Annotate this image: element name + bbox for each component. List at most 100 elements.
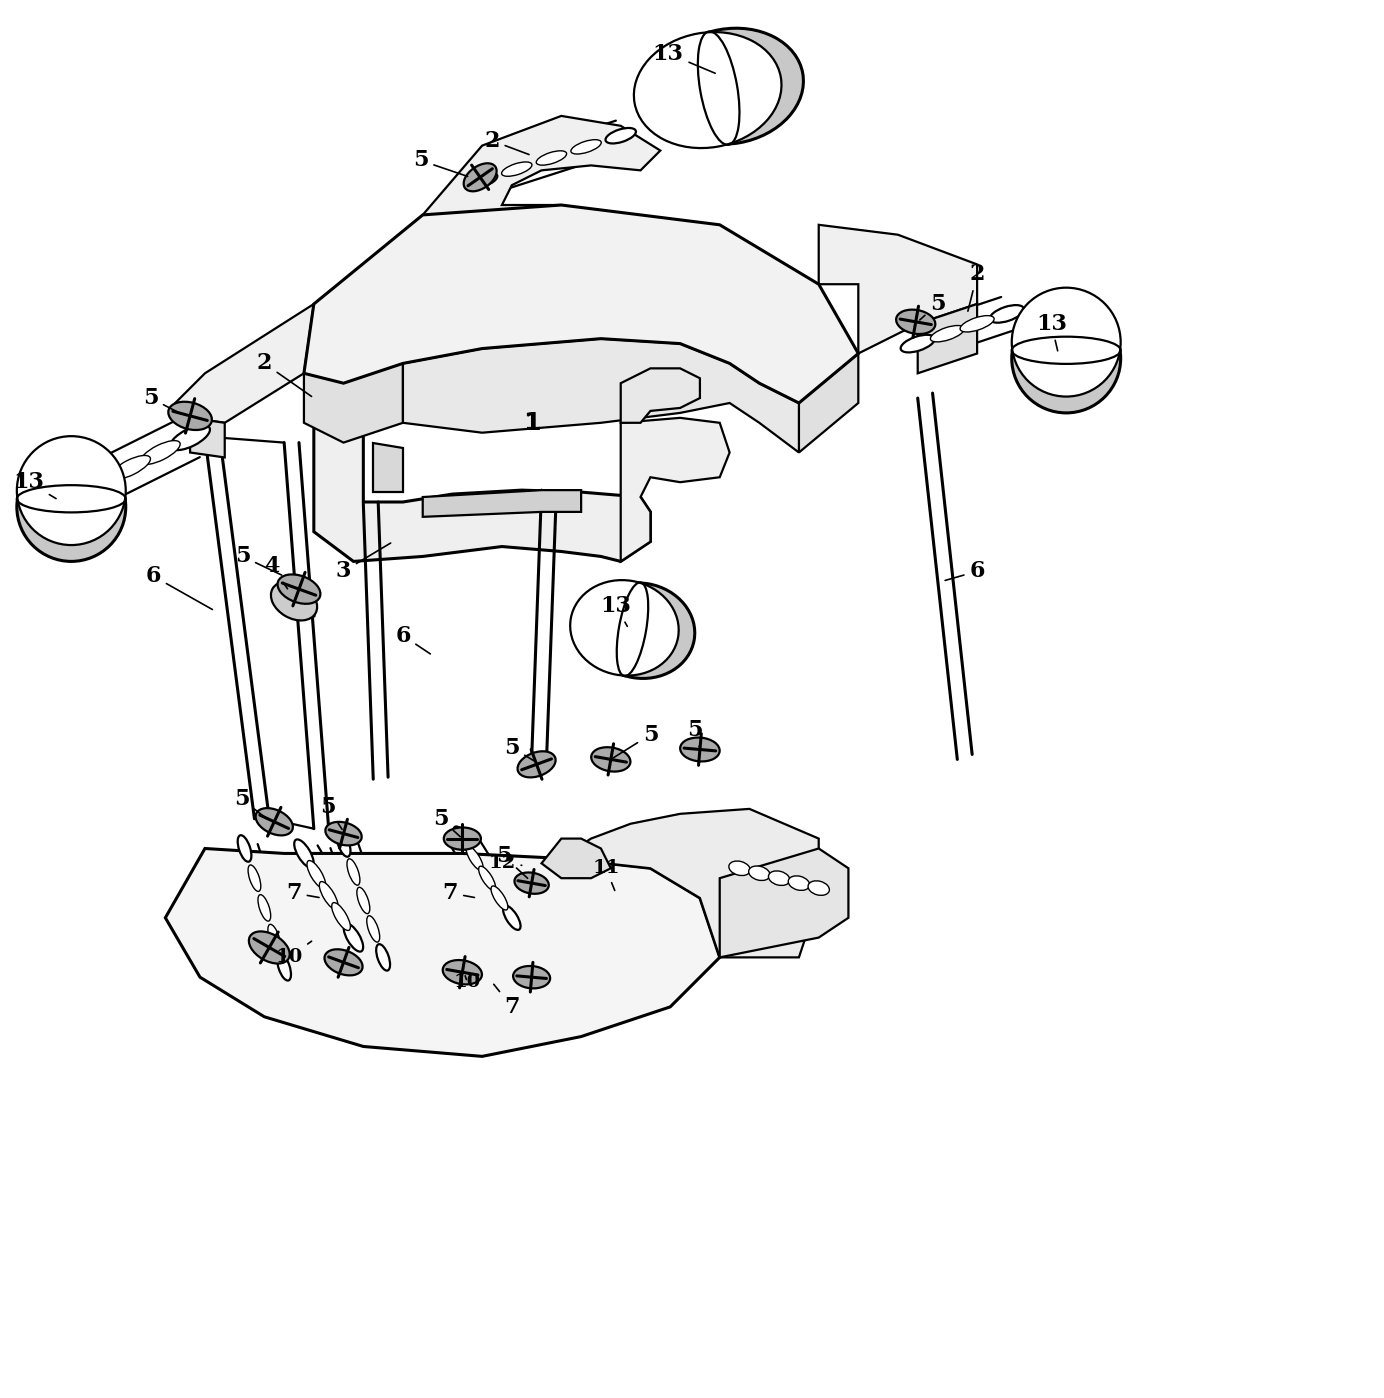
Text: 5: 5 (143, 387, 181, 414)
Text: 5: 5 (688, 719, 703, 747)
Ellipse shape (570, 140, 601, 154)
Ellipse shape (324, 949, 363, 976)
Text: 2: 2 (256, 352, 311, 397)
Ellipse shape (238, 835, 252, 861)
Polygon shape (304, 363, 403, 443)
Ellipse shape (256, 808, 293, 836)
Text: 5: 5 (235, 545, 281, 575)
Text: 5: 5 (495, 846, 527, 878)
Ellipse shape (295, 839, 314, 868)
Ellipse shape (454, 826, 471, 851)
Ellipse shape (325, 822, 361, 846)
Text: 3: 3 (336, 542, 390, 583)
Ellipse shape (587, 583, 695, 678)
Polygon shape (819, 225, 977, 354)
Ellipse shape (444, 828, 480, 850)
Ellipse shape (680, 738, 720, 762)
Text: 5: 5 (920, 294, 945, 320)
Polygon shape (314, 422, 650, 562)
Polygon shape (541, 839, 610, 878)
Ellipse shape (749, 865, 770, 881)
Ellipse shape (336, 830, 350, 857)
Ellipse shape (513, 966, 551, 988)
Text: 5: 5 (613, 724, 659, 758)
Ellipse shape (768, 871, 790, 885)
Text: 10: 10 (454, 973, 480, 991)
Ellipse shape (347, 858, 360, 885)
Polygon shape (165, 849, 720, 1057)
Ellipse shape (268, 924, 281, 951)
Polygon shape (374, 443, 403, 492)
Ellipse shape (570, 580, 678, 675)
Ellipse shape (591, 747, 631, 772)
Text: 2: 2 (967, 263, 985, 312)
Polygon shape (620, 418, 729, 562)
Ellipse shape (257, 895, 271, 921)
Text: 13: 13 (653, 42, 716, 73)
Text: 6: 6 (945, 561, 985, 583)
Text: 5: 5 (433, 808, 461, 837)
Text: 2: 2 (484, 130, 529, 155)
Ellipse shape (960, 316, 994, 331)
Ellipse shape (536, 151, 566, 165)
Ellipse shape (277, 953, 291, 980)
Ellipse shape (518, 751, 555, 777)
Text: 1: 1 (525, 412, 540, 433)
Ellipse shape (464, 164, 497, 192)
Ellipse shape (17, 436, 126, 545)
Ellipse shape (111, 456, 151, 480)
Polygon shape (620, 368, 700, 422)
Ellipse shape (479, 867, 495, 891)
Ellipse shape (357, 888, 370, 914)
Ellipse shape (278, 575, 321, 604)
Text: 13: 13 (1035, 313, 1067, 351)
Ellipse shape (990, 305, 1024, 323)
Ellipse shape (307, 861, 325, 888)
Ellipse shape (249, 931, 289, 963)
Ellipse shape (466, 172, 497, 187)
Text: 6: 6 (145, 565, 212, 610)
Polygon shape (918, 303, 977, 373)
Ellipse shape (332, 903, 350, 931)
Ellipse shape (376, 944, 390, 970)
Ellipse shape (466, 846, 483, 871)
Ellipse shape (320, 882, 338, 910)
Ellipse shape (271, 582, 317, 621)
Ellipse shape (1012, 303, 1121, 412)
Ellipse shape (343, 924, 363, 952)
Ellipse shape (729, 861, 750, 875)
Ellipse shape (789, 877, 810, 891)
Ellipse shape (501, 162, 531, 176)
Text: 5: 5 (320, 795, 342, 829)
Ellipse shape (901, 334, 934, 352)
Ellipse shape (656, 28, 804, 144)
Polygon shape (190, 418, 224, 457)
Polygon shape (176, 303, 314, 422)
Text: 7: 7 (286, 882, 320, 905)
Ellipse shape (895, 309, 936, 334)
Ellipse shape (443, 960, 482, 984)
Text: 5: 5 (504, 737, 534, 761)
Text: 13: 13 (14, 471, 55, 499)
Polygon shape (422, 116, 660, 225)
Text: 7: 7 (494, 984, 519, 1018)
Ellipse shape (367, 916, 379, 942)
Text: 6: 6 (396, 625, 430, 654)
Ellipse shape (504, 906, 520, 930)
Polygon shape (403, 338, 799, 453)
Ellipse shape (82, 470, 120, 495)
Ellipse shape (1012, 288, 1121, 397)
Ellipse shape (169, 401, 212, 431)
Polygon shape (562, 809, 819, 958)
Ellipse shape (515, 872, 549, 893)
Text: 10: 10 (275, 941, 311, 966)
Text: 7: 7 (443, 882, 475, 905)
Ellipse shape (248, 865, 260, 892)
Text: 5: 5 (412, 150, 468, 176)
Ellipse shape (170, 425, 210, 450)
Ellipse shape (17, 453, 126, 562)
Text: 1: 1 (523, 411, 540, 435)
Ellipse shape (634, 32, 782, 148)
Ellipse shape (141, 440, 180, 464)
Polygon shape (799, 354, 858, 453)
